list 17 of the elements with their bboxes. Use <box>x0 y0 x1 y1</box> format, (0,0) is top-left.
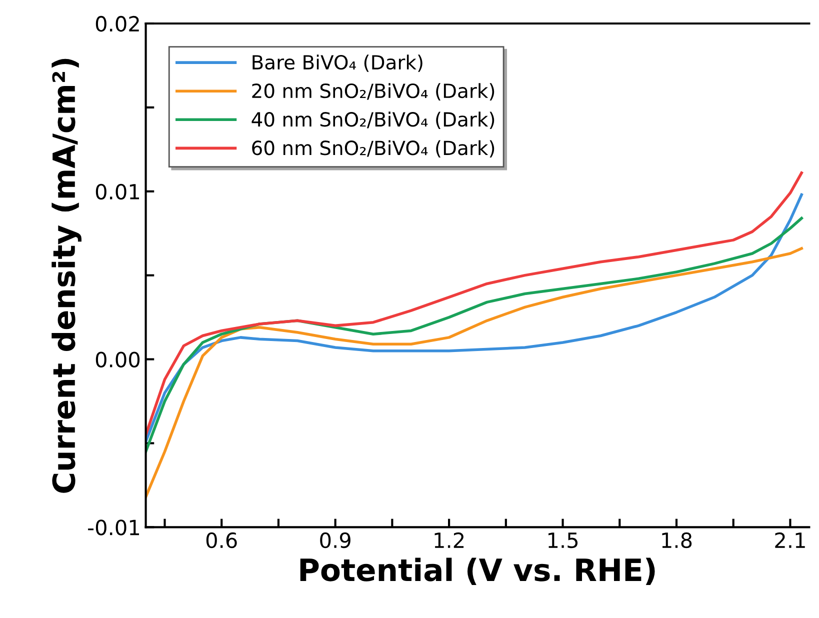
x-tick-label: 0.9 <box>320 532 350 548</box>
y-tick-label: 0.02 <box>96 16 139 32</box>
legend-label: Bare BiVO₄ (Dark) <box>252 54 422 72</box>
x-tick-label: 1.5 <box>548 532 578 548</box>
x-tick-label: 1.2 <box>434 532 464 548</box>
y-tick-label: 0.01 <box>96 184 139 200</box>
x-axis-title: Potential (V vs. RHE) <box>300 558 655 585</box>
x-tick-label: 1.8 <box>662 532 692 548</box>
legend-label: 20 nm SnO₂/BiVO₄ (Dark) <box>252 83 494 100</box>
y-tick-label: -0.01 <box>88 520 139 536</box>
y-axis-title: Current density (mA/cm²) <box>52 58 82 493</box>
legend-label: 40 nm SnO₂/BiVO₄ (Dark) <box>252 112 494 130</box>
line-series <box>146 247 803 498</box>
x-tick-label: 0.6 <box>206 532 237 548</box>
x-tick-label: 2.1 <box>775 532 805 548</box>
y-tick-label: 0.00 <box>96 352 140 368</box>
legend-label: 60 nm SnO₂/BiVO₄ (Dark) <box>252 140 494 158</box>
